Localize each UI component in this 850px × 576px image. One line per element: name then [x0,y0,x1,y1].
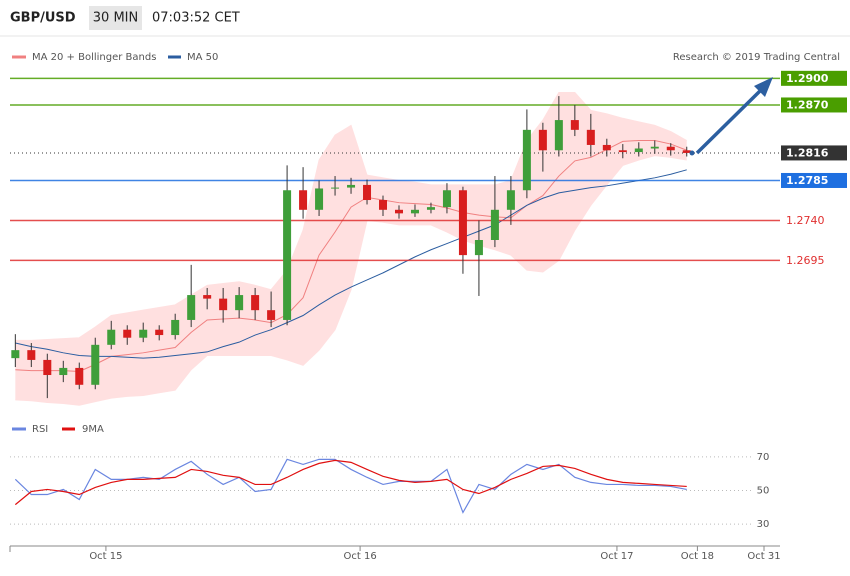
candle-body [235,295,244,311]
candle-body [602,144,611,151]
candle-body [410,209,419,214]
ma50-line [15,169,687,359]
x-tick-label: Oct 16 [343,551,376,562]
x-tick-label: Oct 18 [681,551,714,562]
candle-body [171,319,180,336]
projection-arrow [695,87,764,155]
symbol: GBP/USD [10,11,76,26]
level-label: 1.2695 [786,254,825,267]
candle-body [506,190,515,210]
y-tick-label: 50 [757,485,770,496]
level-label: 1.2740 [786,214,825,227]
candle-body [347,184,356,188]
candle-body [554,120,563,151]
candle-body [650,146,659,149]
candle-body [59,367,68,376]
candle-body [522,129,531,191]
y-tick-label: 30 [757,519,770,530]
x-tick-label: Oct 15 [89,551,122,562]
level-label: 1.2785 [786,174,828,187]
candle-body [363,184,372,201]
level-label: 1.2870 [786,98,829,111]
candle-body [283,190,292,320]
candle-body [219,298,228,311]
credit: Research © 2019 Trading Central [673,52,840,63]
candle-body [123,329,132,338]
candle-body [107,329,116,345]
candle-body [43,359,52,376]
legend-label: MA 50 [187,52,218,63]
candle-body [538,129,547,151]
candle-body [139,329,148,338]
candle-body [458,190,467,256]
level-label: 1.2900 [786,72,829,85]
candle-body [490,209,499,240]
legend-label: MA 20 + Bollinger Bands [32,52,156,63]
candle-body [474,239,483,256]
candle-body [315,188,324,210]
candle-body [187,295,196,320]
x-tick-label: Oct 31 [747,551,780,562]
legend-label: 9MA [82,424,104,435]
level-label-box [781,97,847,113]
candle-body [570,120,579,130]
candle-body [27,350,36,360]
level-label-box [781,70,847,86]
interval: 30 MIN [93,11,138,26]
candle-body [586,129,595,145]
candle-body [682,150,691,153]
x-tick-label: Oct 17 [600,551,633,562]
candle-body [426,207,435,210]
candle-body [91,344,100,385]
candle-body [394,209,403,214]
candle-body [251,295,260,311]
candle-body [618,150,627,153]
level-label: 1.2816 [786,146,829,159]
interval-box [89,6,142,30]
ma20-line [15,140,687,372]
projection-arrowhead [754,77,773,97]
rsi-line [14,459,687,506]
candle-body [442,190,451,208]
candle-body [634,148,643,153]
clock: 07:03:52 CET [152,11,240,26]
band-lower [15,155,687,406]
level-label-box [781,172,847,188]
candle-body [203,295,212,299]
last-price-dot [689,150,695,156]
candle-body [267,310,276,320]
band-upper [15,92,687,341]
candle-body [75,367,84,385]
candle-body [666,146,675,151]
legend-label: RSI [32,424,48,435]
candle-body [299,190,308,210]
candle-body [11,350,20,359]
level-label-box [781,145,847,161]
band-fill [15,92,687,406]
candle-body [155,329,164,336]
candle-body [379,200,388,210]
y-tick-label: 70 [757,452,770,463]
candle-body [331,187,340,189]
